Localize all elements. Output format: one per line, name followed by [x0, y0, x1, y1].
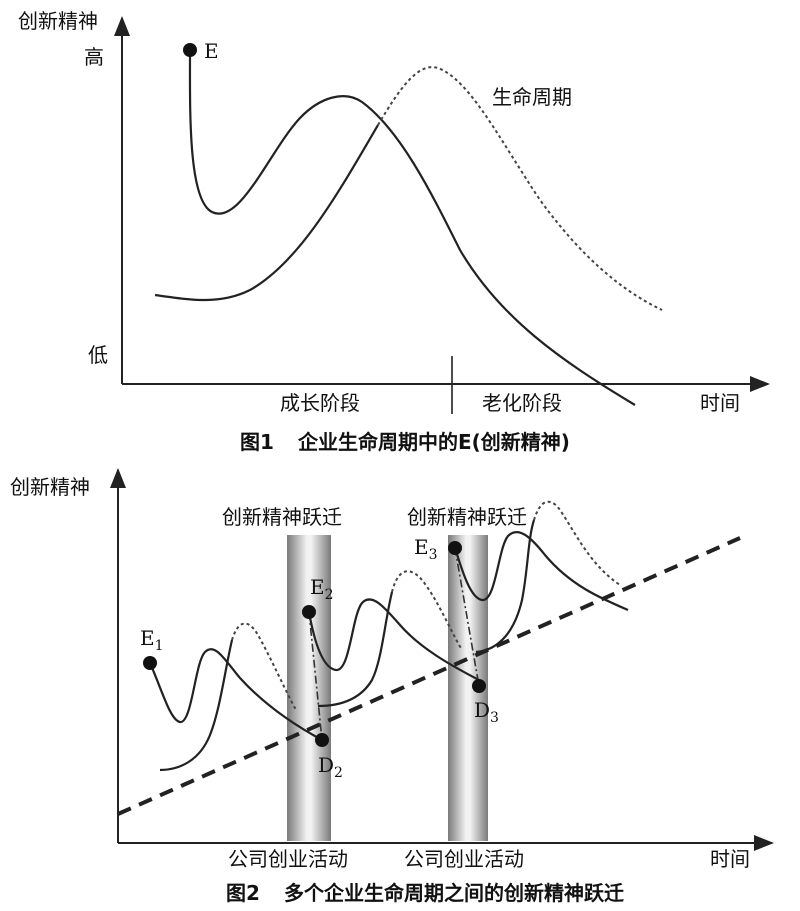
fig2-cycle1-lifecycle-dotted: [231, 622, 297, 711]
fig1-point-e-label: E: [204, 39, 219, 63]
fig1-y-high-label: 高: [84, 45, 104, 69]
fig2-leap-label-2: 创新精神跃迁: [407, 505, 527, 529]
fig2-activity-label-2: 公司创业活动: [404, 847, 524, 871]
fig1-growth-phase-label: 成长阶段: [280, 391, 360, 415]
fig2-jump-connector-1: [308, 611, 323, 741]
fig2-point-e2-label: E2: [310, 575, 334, 603]
fig1-lifecycle-curve-solid: [154, 124, 379, 302]
figure-2: 创新精神 E1 E2 E3 D2 D3 创新精神跃迁 创新精神跃迁 公: [10, 468, 774, 905]
fig1-lifecycle-label: 生命周期: [492, 85, 572, 109]
fig2-cycle2-innovation-curve: [307, 598, 480, 681]
fig2-activity-label-1: 公司创业活动: [228, 847, 348, 871]
fig2-point-d3: [472, 679, 486, 693]
fig1-lifecycle-curve-dotted: [377, 66, 663, 311]
fig2-cycle3-innovation-curve: [453, 530, 629, 612]
fig2-point-d2-label: D2: [318, 753, 343, 781]
fig2-point-e2: [302, 605, 316, 619]
fig2-cycle3-lifecycle-solid: [475, 519, 536, 654]
fig2-cycle1-innovation-curve: [148, 648, 323, 741]
fig2-caption-number: 图2: [226, 881, 260, 905]
fig2-trend-line: [117, 536, 741, 816]
fig1-point-e: [183, 43, 197, 57]
fig2-point-d3-label: D3: [474, 698, 499, 726]
fig2-cycle2-lifecycle-dotted: [391, 570, 463, 651]
figure-1: 创新精神 高 低 E 生命周期 成长阶段 老化阶段 时间 图1 企业生命周期中的…: [18, 9, 770, 454]
fig1-y-low-label: 低: [88, 343, 108, 367]
fig2-cycle2-lifecycle-solid: [317, 591, 394, 708]
fig2-point-e3: [448, 541, 462, 555]
fig1-innovation-curve: [188, 49, 636, 406]
fig2-point-e1-label: E1: [140, 626, 164, 654]
fig2-point-e3-label: E3: [414, 535, 438, 563]
fig2-y-axis-label: 创新精神: [10, 475, 90, 499]
fig1-aging-phase-label: 老化阶段: [482, 391, 562, 415]
fig2-cycle1-lifecycle-solid: [159, 639, 234, 772]
fig2-caption-text: 多个企业生命周期之间的创新精神跃迁: [284, 881, 624, 905]
fig2-jump-connector-2: [454, 547, 480, 687]
fig2-point-d2: [315, 733, 329, 747]
fig1-y-axis-label: 创新精神: [18, 9, 98, 33]
fig2-x-axis-label: 时间: [710, 847, 750, 871]
fig1-caption-number: 图1: [240, 430, 274, 454]
fig2-point-e1: [143, 656, 157, 670]
fig2-cycle3-lifecycle-dotted: [533, 500, 621, 586]
fig2-activity-band-1: [287, 535, 331, 841]
fig1-x-axis-label: 时间: [700, 391, 740, 415]
fig2-leap-label-1: 创新精神跃迁: [222, 505, 342, 529]
fig1-caption-text: 企业生命周期中的E(创新精神): [297, 430, 570, 454]
